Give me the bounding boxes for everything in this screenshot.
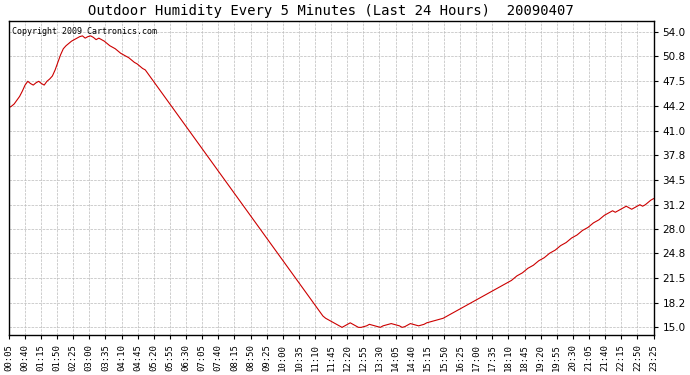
Title: Outdoor Humidity Every 5 Minutes (Last 24 Hours)  20090407: Outdoor Humidity Every 5 Minutes (Last 2… [88, 4, 574, 18]
Text: Copyright 2009 Cartronics.com: Copyright 2009 Cartronics.com [12, 27, 157, 36]
